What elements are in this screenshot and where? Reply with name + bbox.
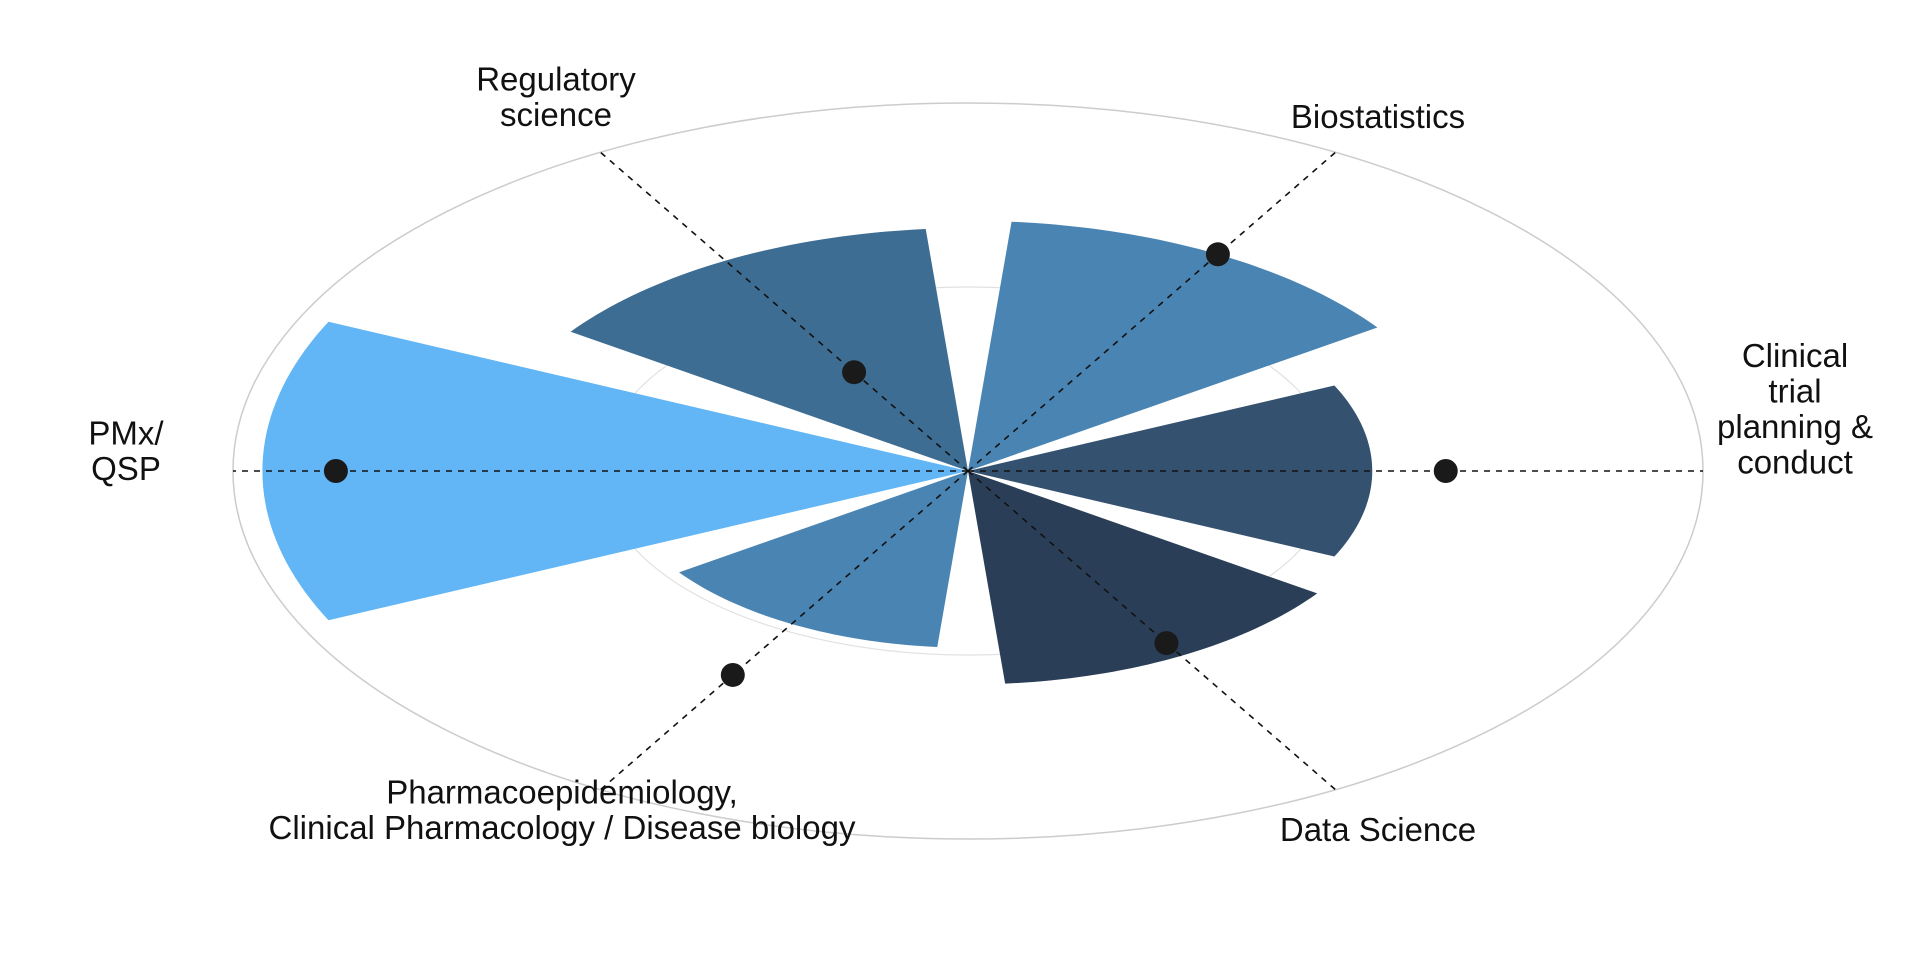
category-label: Data Science xyxy=(1280,811,1476,848)
axis-line xyxy=(967,470,1337,791)
category-label: conduct xyxy=(1737,443,1853,480)
category-label: trial xyxy=(1768,372,1821,409)
category-label: Regulatory xyxy=(476,60,636,97)
data-point xyxy=(720,662,745,687)
data-point xyxy=(1433,459,1458,483)
data-point xyxy=(1154,631,1179,656)
wedge-bar xyxy=(968,471,1318,684)
category-label: PMx/ xyxy=(88,414,164,451)
category-label: Biostatistics xyxy=(1291,98,1465,135)
category-label: planning & xyxy=(1717,408,1873,445)
axis-line xyxy=(967,151,1337,472)
data-point xyxy=(323,459,348,483)
wedge-bar xyxy=(679,471,968,647)
data-point xyxy=(1205,242,1230,267)
axis-line xyxy=(599,470,969,791)
wedge-layer xyxy=(262,221,1378,684)
category-label: QSP xyxy=(91,450,161,487)
category-label: Pharmacoepidemiology, xyxy=(386,773,738,810)
data-point xyxy=(842,360,867,385)
dot-layer xyxy=(323,242,1458,687)
category-label: Clinical Pharmacology / Disease biology xyxy=(269,809,856,846)
category-label: Clinical xyxy=(1742,337,1848,374)
wedge-bar xyxy=(968,385,1373,557)
axis-line xyxy=(599,151,969,472)
category-label: science xyxy=(500,96,612,133)
axis-layer xyxy=(233,151,1703,791)
wedge-bar xyxy=(570,229,968,471)
wedge-bar xyxy=(968,221,1378,471)
